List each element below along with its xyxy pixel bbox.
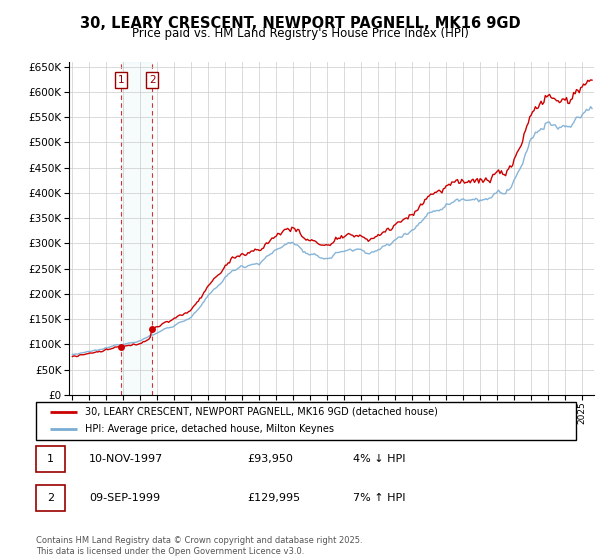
- Text: 2: 2: [149, 75, 155, 85]
- Text: 10-NOV-1997: 10-NOV-1997: [89, 454, 163, 464]
- Text: 09-SEP-1999: 09-SEP-1999: [89, 493, 160, 503]
- Text: Price paid vs. HM Land Registry's House Price Index (HPI): Price paid vs. HM Land Registry's House …: [131, 27, 469, 40]
- Text: 4% ↓ HPI: 4% ↓ HPI: [353, 454, 406, 464]
- Text: Contains HM Land Registry data © Crown copyright and database right 2025.
This d: Contains HM Land Registry data © Crown c…: [36, 536, 362, 556]
- Bar: [36, 446, 65, 472]
- Text: 30, LEARY CRESCENT, NEWPORT PAGNELL, MK16 9GD (detached house): 30, LEARY CRESCENT, NEWPORT PAGNELL, MK1…: [85, 407, 437, 417]
- Bar: [36, 485, 65, 511]
- Text: £129,995: £129,995: [247, 493, 301, 503]
- Text: 1: 1: [47, 454, 54, 464]
- Bar: [121, 62, 152, 395]
- Text: HPI: Average price, detached house, Milton Keynes: HPI: Average price, detached house, Milt…: [85, 424, 334, 435]
- Text: 7% ↑ HPI: 7% ↑ HPI: [353, 493, 406, 503]
- Text: 30, LEARY CRESCENT, NEWPORT PAGNELL, MK16 9GD: 30, LEARY CRESCENT, NEWPORT PAGNELL, MK1…: [80, 16, 520, 31]
- Text: 2: 2: [47, 493, 54, 503]
- Text: £93,950: £93,950: [247, 454, 293, 464]
- Text: 1: 1: [118, 75, 124, 85]
